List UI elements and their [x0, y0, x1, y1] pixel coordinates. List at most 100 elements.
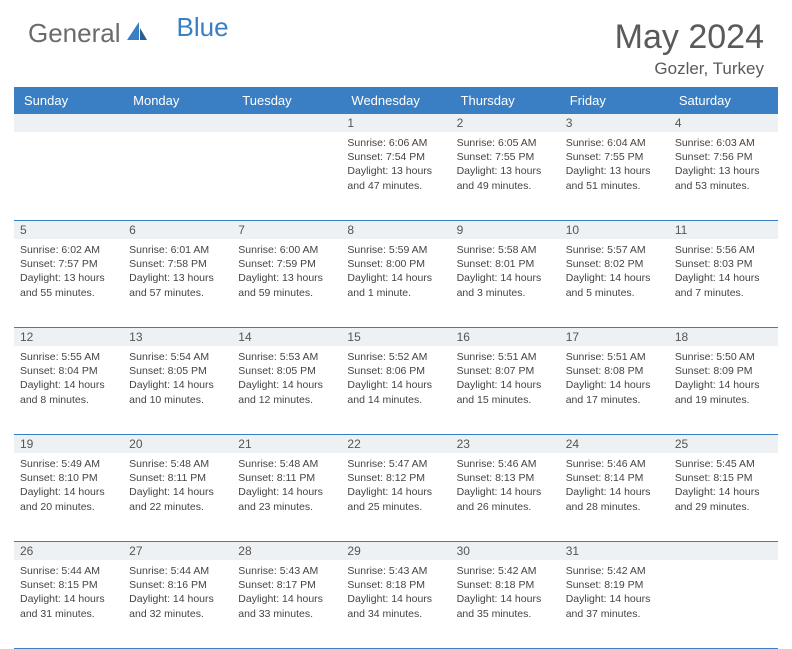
day-cell — [123, 114, 232, 220]
calendar-week: 12Sunrise: 5:55 AMSunset: 8:04 PMDayligh… — [14, 328, 778, 435]
sunrise-text: Sunrise: 5:59 AM — [347, 243, 444, 257]
sunset-text: Sunset: 8:01 PM — [457, 257, 554, 271]
sunrise-text: Sunrise: 5:52 AM — [347, 350, 444, 364]
day-details — [669, 560, 778, 648]
sail-icon — [125, 18, 149, 49]
day-header: Tuesday — [232, 87, 341, 114]
daylight-text: Daylight: 13 hours and 47 minutes. — [347, 164, 444, 192]
day-details: Sunrise: 5:56 AMSunset: 8:03 PMDaylight:… — [669, 239, 778, 327]
day-cell: 22Sunrise: 5:47 AMSunset: 8:12 PMDayligh… — [341, 435, 450, 541]
sunset-text: Sunset: 8:08 PM — [566, 364, 663, 378]
day-number: 10 — [560, 221, 669, 239]
day-details: Sunrise: 5:53 AMSunset: 8:05 PMDaylight:… — [232, 346, 341, 434]
sunset-text: Sunset: 8:06 PM — [347, 364, 444, 378]
day-cell — [14, 114, 123, 220]
day-details: Sunrise: 5:57 AMSunset: 8:02 PMDaylight:… — [560, 239, 669, 327]
day-number: 3 — [560, 114, 669, 132]
sunrise-text: Sunrise: 5:46 AM — [566, 457, 663, 471]
day-cell: 6Sunrise: 6:01 AMSunset: 7:58 PMDaylight… — [123, 221, 232, 327]
sunrise-text: Sunrise: 6:02 AM — [20, 243, 117, 257]
day-cell: 31Sunrise: 5:42 AMSunset: 8:19 PMDayligh… — [560, 542, 669, 648]
sunrise-text: Sunrise: 5:51 AM — [457, 350, 554, 364]
daylight-text: Daylight: 14 hours and 33 minutes. — [238, 592, 335, 620]
day-details: Sunrise: 5:54 AMSunset: 8:05 PMDaylight:… — [123, 346, 232, 434]
calendar-week: 1Sunrise: 6:06 AMSunset: 7:54 PMDaylight… — [14, 114, 778, 221]
day-cell: 7Sunrise: 6:00 AMSunset: 7:59 PMDaylight… — [232, 221, 341, 327]
day-cell: 20Sunrise: 5:48 AMSunset: 8:11 PMDayligh… — [123, 435, 232, 541]
sunset-text: Sunset: 7:55 PM — [457, 150, 554, 164]
day-number: 18 — [669, 328, 778, 346]
sunset-text: Sunset: 7:55 PM — [566, 150, 663, 164]
day-number: 24 — [560, 435, 669, 453]
day-header: Saturday — [669, 87, 778, 114]
sunset-text: Sunset: 8:15 PM — [20, 578, 117, 592]
day-details — [232, 132, 341, 220]
day-cell: 10Sunrise: 5:57 AMSunset: 8:02 PMDayligh… — [560, 221, 669, 327]
day-details — [14, 132, 123, 220]
day-number: 16 — [451, 328, 560, 346]
day-details: Sunrise: 5:51 AMSunset: 8:07 PMDaylight:… — [451, 346, 560, 434]
sunrise-text: Sunrise: 5:55 AM — [20, 350, 117, 364]
sunrise-text: Sunrise: 5:48 AM — [238, 457, 335, 471]
day-number: 8 — [341, 221, 450, 239]
sunrise-text: Sunrise: 5:53 AM — [238, 350, 335, 364]
day-number: 1 — [341, 114, 450, 132]
sunset-text: Sunset: 7:57 PM — [20, 257, 117, 271]
daylight-text: Daylight: 13 hours and 51 minutes. — [566, 164, 663, 192]
day-cell: 21Sunrise: 5:48 AMSunset: 8:11 PMDayligh… — [232, 435, 341, 541]
day-cell: 23Sunrise: 5:46 AMSunset: 8:13 PMDayligh… — [451, 435, 560, 541]
daylight-text: Daylight: 14 hours and 31 minutes. — [20, 592, 117, 620]
day-cell: 12Sunrise: 5:55 AMSunset: 8:04 PMDayligh… — [14, 328, 123, 434]
sunrise-text: Sunrise: 6:05 AM — [457, 136, 554, 150]
sunrise-text: Sunrise: 5:43 AM — [238, 564, 335, 578]
sunset-text: Sunset: 7:59 PM — [238, 257, 335, 271]
sunrise-text: Sunrise: 5:57 AM — [566, 243, 663, 257]
day-details: Sunrise: 5:51 AMSunset: 8:08 PMDaylight:… — [560, 346, 669, 434]
day-cell: 11Sunrise: 5:56 AMSunset: 8:03 PMDayligh… — [669, 221, 778, 327]
day-number: 12 — [14, 328, 123, 346]
daylight-text: Daylight: 13 hours and 55 minutes. — [20, 271, 117, 299]
day-number — [669, 542, 778, 560]
daylight-text: Daylight: 14 hours and 5 minutes. — [566, 271, 663, 299]
day-details: Sunrise: 6:04 AMSunset: 7:55 PMDaylight:… — [560, 132, 669, 220]
day-cell: 17Sunrise: 5:51 AMSunset: 8:08 PMDayligh… — [560, 328, 669, 434]
sunset-text: Sunset: 7:58 PM — [129, 257, 226, 271]
page-header: General Blue May 2024 Gozler, Turkey — [0, 0, 792, 87]
daylight-text: Daylight: 14 hours and 20 minutes. — [20, 485, 117, 513]
sunrise-text: Sunrise: 6:00 AM — [238, 243, 335, 257]
day-details — [123, 132, 232, 220]
day-number: 31 — [560, 542, 669, 560]
daylight-text: Daylight: 14 hours and 29 minutes. — [675, 485, 772, 513]
calendar-weeks: 1Sunrise: 6:06 AMSunset: 7:54 PMDaylight… — [14, 114, 778, 649]
day-details: Sunrise: 6:02 AMSunset: 7:57 PMDaylight:… — [14, 239, 123, 327]
day-details: Sunrise: 5:58 AMSunset: 8:01 PMDaylight:… — [451, 239, 560, 327]
sunset-text: Sunset: 8:02 PM — [566, 257, 663, 271]
sunrise-text: Sunrise: 5:43 AM — [347, 564, 444, 578]
day-cell: 26Sunrise: 5:44 AMSunset: 8:15 PMDayligh… — [14, 542, 123, 648]
calendar-week: 26Sunrise: 5:44 AMSunset: 8:15 PMDayligh… — [14, 542, 778, 649]
daylight-text: Daylight: 14 hours and 15 minutes. — [457, 378, 554, 406]
day-cell: 4Sunrise: 6:03 AMSunset: 7:56 PMDaylight… — [669, 114, 778, 220]
sunset-text: Sunset: 8:09 PM — [675, 364, 772, 378]
day-cell: 25Sunrise: 5:45 AMSunset: 8:15 PMDayligh… — [669, 435, 778, 541]
day-details: Sunrise: 5:44 AMSunset: 8:16 PMDaylight:… — [123, 560, 232, 648]
day-header: Thursday — [451, 87, 560, 114]
day-number: 26 — [14, 542, 123, 560]
brand-logo: General Blue — [28, 18, 229, 49]
calendar: SundayMondayTuesdayWednesdayThursdayFrid… — [0, 87, 792, 649]
day-cell: 14Sunrise: 5:53 AMSunset: 8:05 PMDayligh… — [232, 328, 341, 434]
title-block: May 2024 Gozler, Turkey — [615, 18, 764, 79]
daylight-text: Daylight: 14 hours and 7 minutes. — [675, 271, 772, 299]
day-details: Sunrise: 5:48 AMSunset: 8:11 PMDaylight:… — [123, 453, 232, 541]
sunset-text: Sunset: 8:19 PM — [566, 578, 663, 592]
day-details: Sunrise: 5:42 AMSunset: 8:18 PMDaylight:… — [451, 560, 560, 648]
sunset-text: Sunset: 8:18 PM — [457, 578, 554, 592]
daylight-text: Daylight: 14 hours and 32 minutes. — [129, 592, 226, 620]
day-details: Sunrise: 5:42 AMSunset: 8:19 PMDaylight:… — [560, 560, 669, 648]
month-title: May 2024 — [615, 18, 764, 57]
sunrise-text: Sunrise: 5:50 AM — [675, 350, 772, 364]
daylight-text: Daylight: 14 hours and 37 minutes. — [566, 592, 663, 620]
day-number: 11 — [669, 221, 778, 239]
sunrise-text: Sunrise: 5:51 AM — [566, 350, 663, 364]
day-header: Friday — [560, 87, 669, 114]
